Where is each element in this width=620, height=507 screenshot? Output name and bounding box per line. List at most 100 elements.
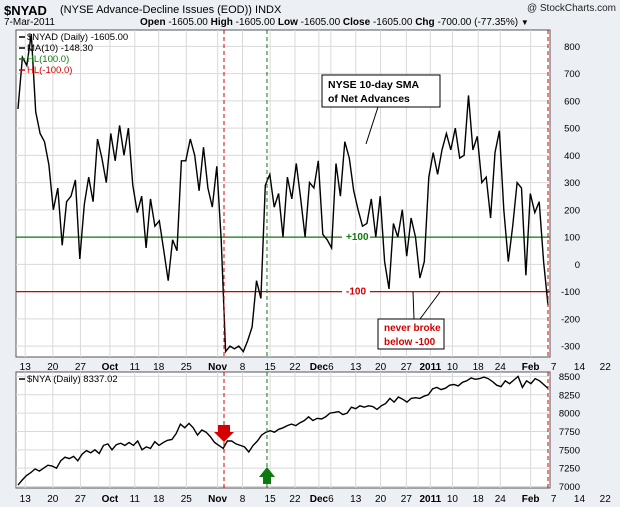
open-value: -1605.00 bbox=[168, 17, 208, 28]
x-tick-label: 6 bbox=[328, 362, 334, 373]
hl-label: -100 bbox=[346, 287, 366, 298]
annotation-pointer bbox=[365, 106, 379, 145]
quote-date: 7-Mar-2011 bbox=[4, 17, 55, 28]
y-tick-label: 400 bbox=[564, 151, 580, 162]
y-tick-label: 7500 bbox=[559, 445, 580, 456]
x-tick-label: 7 bbox=[551, 494, 557, 505]
hl-label-bg bbox=[342, 230, 370, 244]
hl-label-bg bbox=[342, 284, 370, 298]
y-tick-label: 600 bbox=[564, 96, 580, 107]
security-fullname: (NYSE Advance-Decline Issues (EOD)) bbox=[60, 4, 252, 16]
watermark: @ StockCharts.com bbox=[526, 3, 616, 14]
x-tick-label: Oct bbox=[102, 362, 119, 373]
annotation-pointer bbox=[412, 291, 415, 320]
x-tick-label: 20 bbox=[47, 362, 59, 373]
y-tick-label: 7750 bbox=[559, 427, 580, 438]
legend-entry: $NYAD (Daily) -1605.00 bbox=[27, 32, 128, 43]
annotation-text: below -100 bbox=[384, 337, 436, 348]
x-tick-label: 8 bbox=[240, 494, 246, 505]
legend-entry: $NYA (Daily) 8337.02 bbox=[27, 374, 118, 385]
y-tick-label: 8000 bbox=[559, 409, 580, 420]
x-tick-label: 2011 bbox=[419, 494, 441, 505]
x-tick-label: 14 bbox=[574, 362, 586, 373]
annotation-box-never-broke bbox=[377, 318, 445, 350]
y-tick-label: -100 bbox=[561, 287, 580, 298]
x-tick-label: 20 bbox=[47, 494, 59, 505]
x-tick-label: 22 bbox=[600, 362, 612, 373]
x-tick-label: 27 bbox=[75, 362, 87, 373]
x-tick-label: 13 bbox=[350, 362, 362, 373]
x-tick-label: 13 bbox=[20, 362, 32, 373]
x-tick-label: 20 bbox=[375, 494, 387, 505]
x-tick-label: 25 bbox=[181, 362, 193, 373]
x-tick-label: 2011 bbox=[419, 362, 441, 373]
x-tick-label: 18 bbox=[473, 494, 485, 505]
y-tick-label: 200 bbox=[564, 205, 580, 216]
quote-summary: Open -1605.00 High -1605.00 Low -1605.00… bbox=[140, 17, 529, 28]
x-tick-label: 20 bbox=[375, 362, 387, 373]
y-tick-label: 8250 bbox=[559, 390, 580, 401]
price-panel-bottom bbox=[15, 371, 551, 489]
y-tick-label: 500 bbox=[564, 124, 580, 135]
chevron-down-icon[interactable]: ▼ bbox=[520, 18, 529, 27]
x-tick-label: 10 bbox=[447, 362, 459, 373]
x-tick-label: 27 bbox=[401, 362, 413, 373]
x-tick-label: 15 bbox=[265, 494, 277, 505]
annotation-text: of Net Advances bbox=[328, 93, 410, 105]
chg-label: Chg bbox=[415, 17, 435, 28]
x-tick-label: Oct bbox=[102, 494, 119, 505]
x-tick-label: 11 bbox=[130, 494, 141, 505]
x-tick-label: 25 bbox=[181, 494, 193, 505]
x-tick-label: 6 bbox=[328, 494, 334, 505]
close-label: Close bbox=[342, 17, 371, 28]
low-label: Low bbox=[277, 17, 298, 28]
y-tick-label: 7000 bbox=[559, 482, 580, 493]
arrow-up-marker bbox=[259, 467, 275, 484]
open-label: Open bbox=[140, 17, 166, 28]
x-tick-label: Nov bbox=[208, 362, 227, 373]
annotation-text: never broke bbox=[384, 323, 441, 334]
x-tick-label: 10 bbox=[447, 494, 459, 505]
x-tick-label: 27 bbox=[75, 494, 87, 505]
y-tick-label: 8500 bbox=[559, 372, 580, 383]
x-tick-label: 18 bbox=[153, 362, 165, 373]
high-label: High bbox=[210, 17, 233, 28]
y-tick-label: 7250 bbox=[559, 464, 580, 475]
legend-entry: HL(-100.0) bbox=[27, 65, 72, 76]
x-tick-label: 7 bbox=[551, 362, 557, 373]
annotation-pointer bbox=[419, 291, 441, 320]
security-name: (NYSE Advance-Decline Issues (EOD)) INDX bbox=[60, 4, 281, 16]
x-tick-label: 8 bbox=[240, 362, 246, 373]
close-value: -1605.00 bbox=[372, 17, 413, 28]
exchange-label: INDX bbox=[255, 4, 282, 16]
x-tick-label: 15 bbox=[265, 362, 277, 373]
ticker-symbol: $NYAD bbox=[4, 3, 47, 18]
x-tick-label: 13 bbox=[20, 494, 32, 505]
annotation-text: NYSE 10-day SMA bbox=[328, 79, 419, 91]
x-tick-label: 27 bbox=[401, 494, 413, 505]
x-tick-label: 18 bbox=[153, 494, 165, 505]
x-tick-label: 18 bbox=[473, 362, 485, 373]
x-tick-label: Nov bbox=[208, 494, 227, 505]
low-value: -1605.00 bbox=[300, 17, 341, 28]
x-tick-label: Feb bbox=[522, 362, 540, 373]
y-tick-label: 0 bbox=[575, 260, 580, 271]
x-tick-label: 13 bbox=[350, 494, 362, 505]
y-tick-label: 300 bbox=[564, 178, 580, 189]
x-tick-label: Dec bbox=[310, 494, 329, 505]
y-tick-label: 700 bbox=[564, 69, 580, 80]
x-tick-label: Feb bbox=[522, 494, 540, 505]
annotation-box-sma bbox=[321, 74, 441, 108]
nya-series-line bbox=[17, 375, 549, 486]
legend-entry: MA(10) -148.30 bbox=[27, 43, 93, 54]
x-tick-label: 24 bbox=[495, 494, 507, 505]
chg-value: -700.00 (-77.35%) bbox=[437, 17, 519, 28]
high-value: -1605.00 bbox=[235, 17, 276, 28]
x-tick-label: Dec bbox=[310, 362, 329, 373]
arrow-down-marker bbox=[214, 425, 234, 442]
x-tick-label: 22 bbox=[289, 494, 301, 505]
x-tick-label: 14 bbox=[574, 494, 586, 505]
y-tick-label: 100 bbox=[564, 233, 580, 244]
